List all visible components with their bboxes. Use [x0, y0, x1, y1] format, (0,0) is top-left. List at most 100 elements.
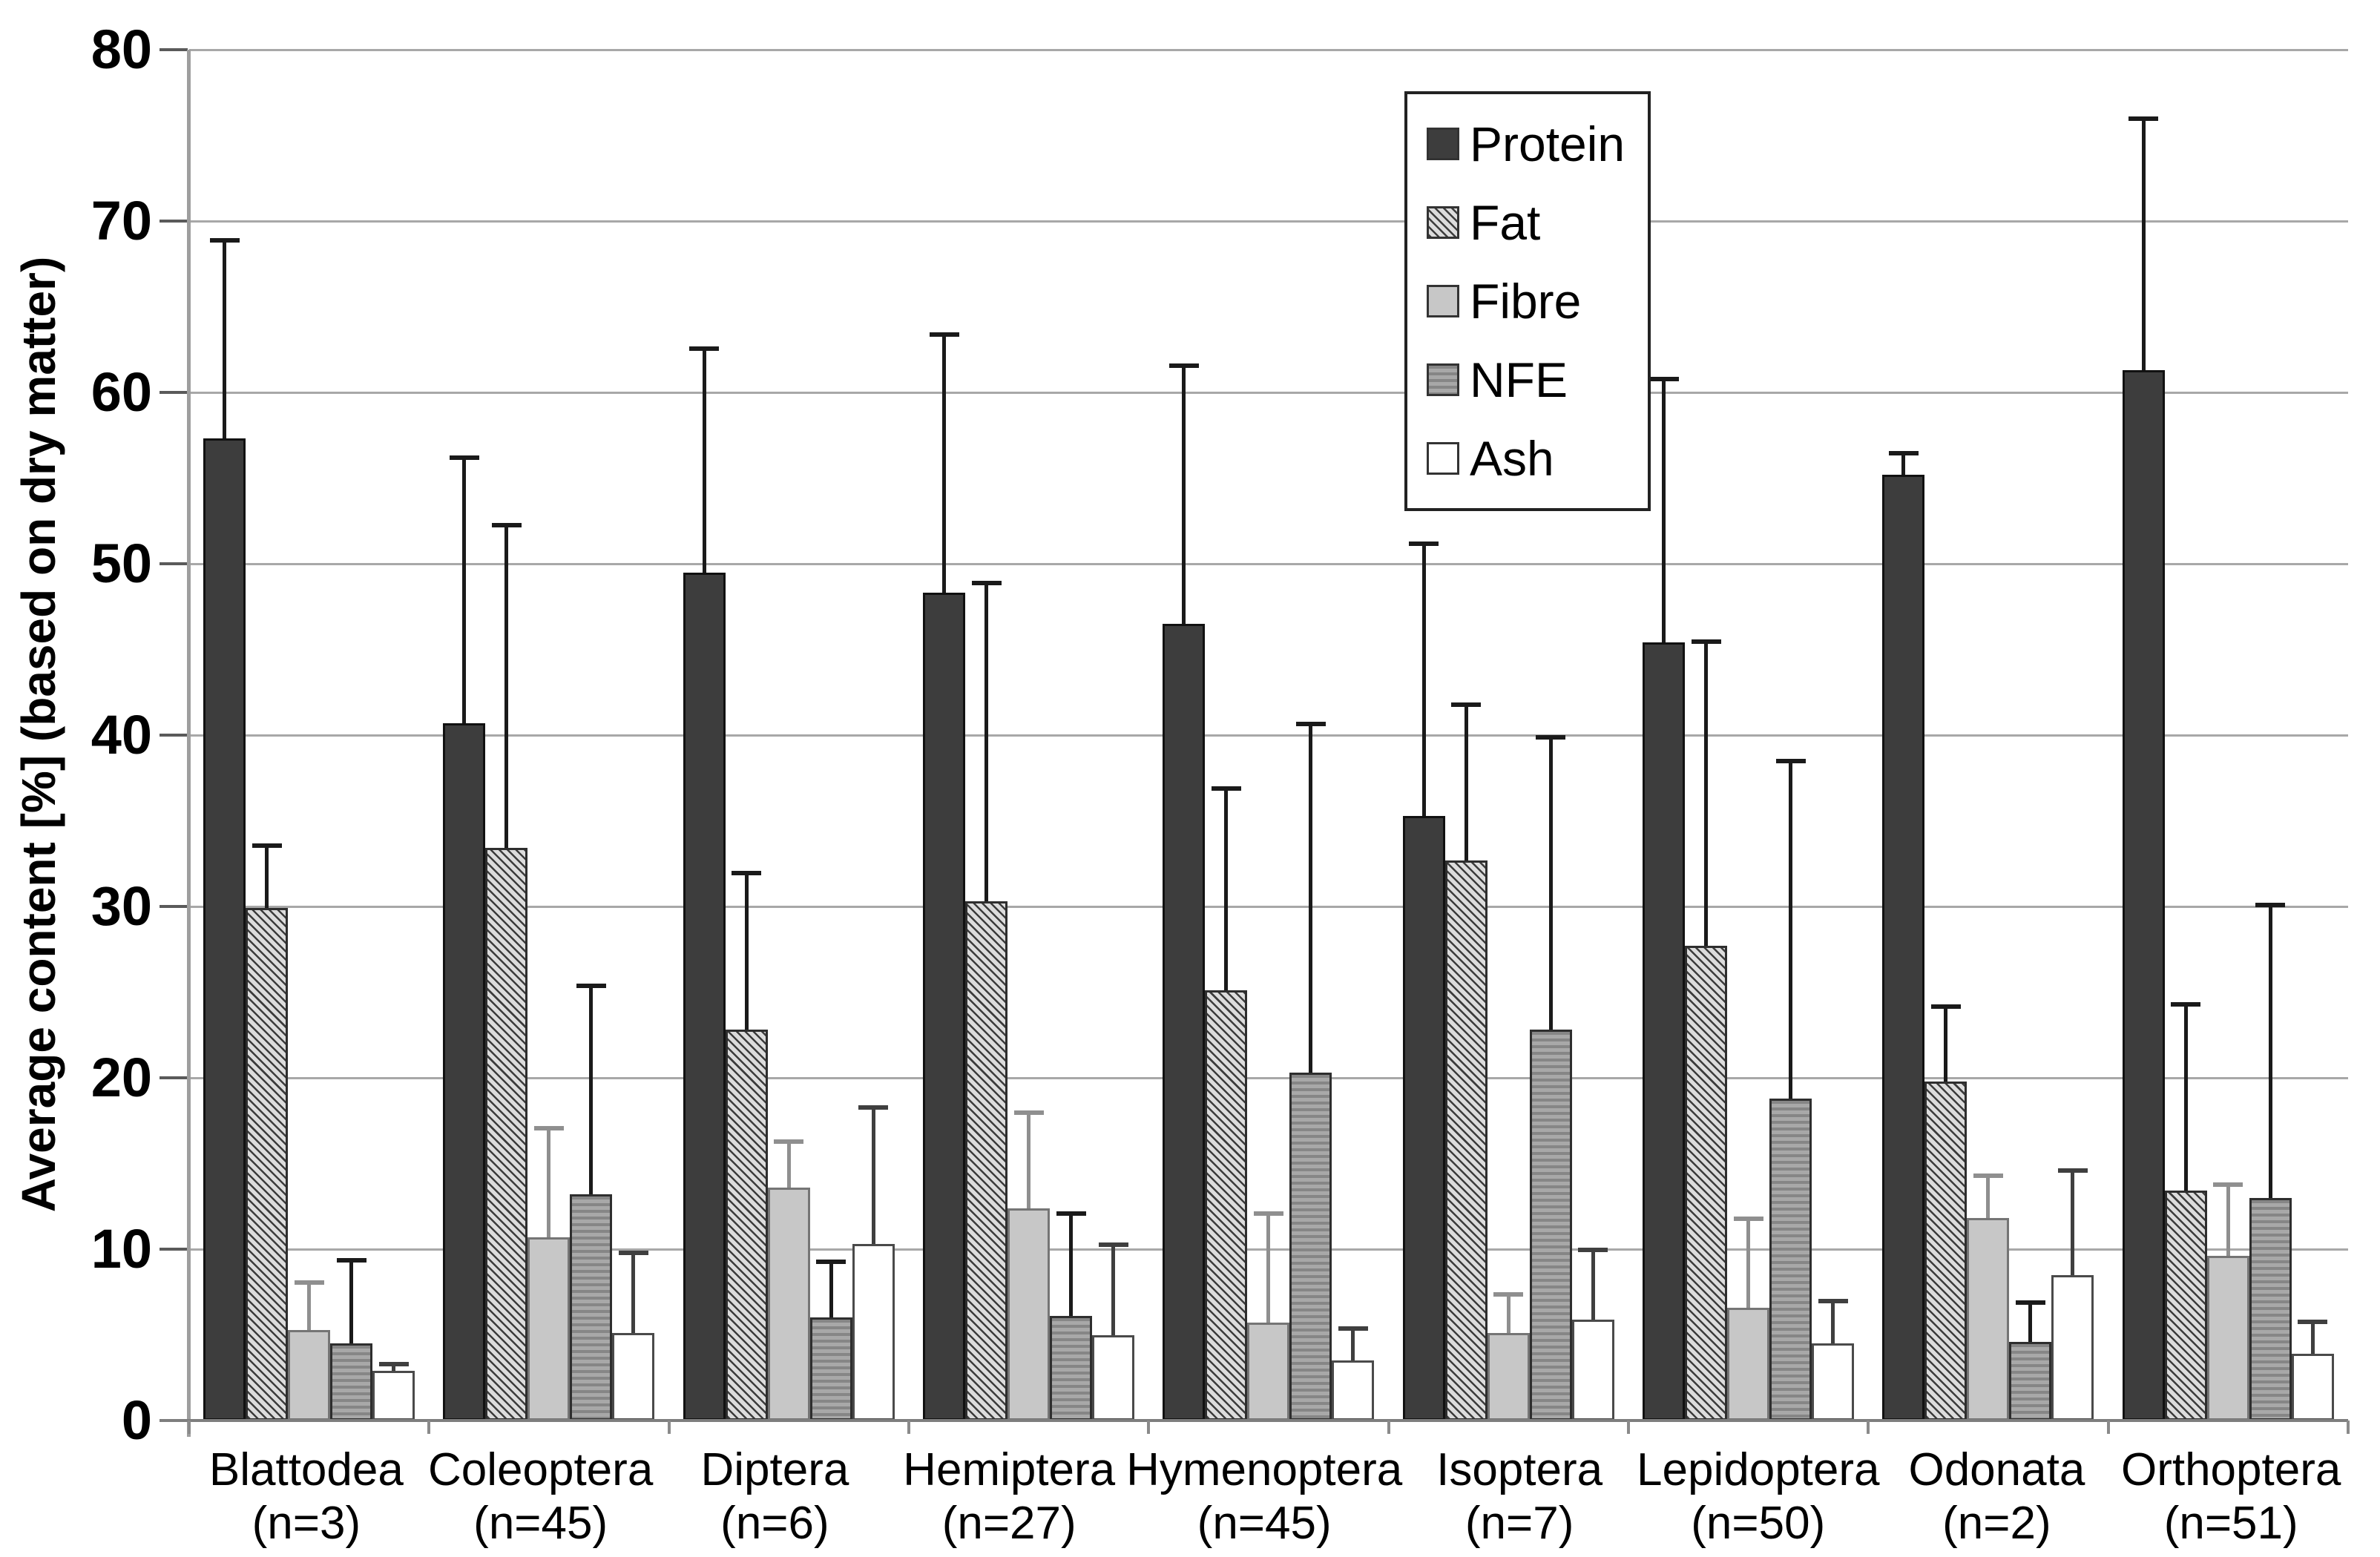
error-bar-stem: [942, 332, 947, 593]
bar-slot: [1769, 50, 1812, 1421]
error-bar-stem: [631, 1251, 636, 1334]
bar-slot: [1205, 50, 1248, 1421]
error-bar-stem: [2141, 116, 2146, 370]
error-bar-stem: [1351, 1326, 1355, 1361]
error-bar: [1403, 541, 1445, 816]
error-bar-cap: [971, 581, 1002, 586]
x-category-label: Coleoptera (n=45): [424, 1444, 658, 1550]
bar-slot: [2206, 50, 2249, 1421]
legend-label: Fibre: [1470, 274, 1582, 329]
error-bar-stem: [1464, 702, 1468, 860]
bar-group: [909, 50, 1148, 1421]
error-bar-cap: [1338, 1326, 1368, 1331]
error-bar: [2165, 1002, 2207, 1191]
x-tick-mark: [1627, 1421, 1630, 1434]
error-bar-stem: [2071, 1168, 2075, 1275]
error-bar: [965, 581, 1007, 902]
x-category-name: Isoptera: [1436, 1444, 1603, 1495]
error-bar: [726, 870, 768, 1030]
x-category-n: (n=27): [941, 1498, 1076, 1549]
error-bar-cap: [858, 1105, 889, 1110]
bar-fibre: [288, 1329, 331, 1421]
x-axis-line: [160, 1419, 2348, 1422]
y-tick-label: 20: [91, 1047, 152, 1108]
x-category-label: Blattodea (n=3): [189, 1444, 424, 1550]
y-tick-mark: [160, 1248, 188, 1251]
y-tick-label: 10: [91, 1218, 152, 1280]
error-bar-cap: [618, 1251, 648, 1256]
x-tick-mark: [2347, 1421, 2350, 1434]
bar-slot: [2249, 50, 2292, 1421]
bar-fat: [1685, 946, 1728, 1421]
x-category-label: Odonata (n=2): [1880, 1444, 2114, 1550]
error-bar-cap: [336, 1257, 366, 1263]
error-bar-cap: [2255, 903, 2286, 908]
legend-item-ash: Ash: [1427, 430, 1648, 487]
error-bar-cap: [1295, 721, 1326, 726]
error-bar: [1050, 1211, 1092, 1317]
bar-fat: [1444, 860, 1488, 1421]
bar-ash: [2291, 1353, 2334, 1421]
nfe-swatch-icon: [1427, 363, 1459, 396]
bar-slot: [809, 50, 852, 1421]
x-category-name: Blattodea: [208, 1444, 404, 1495]
error-bar-stem: [2268, 903, 2272, 1198]
error-bar: [1572, 1247, 1614, 1320]
bar-ash: [1571, 1319, 1614, 1421]
error-bar-cap: [1098, 1242, 1128, 1247]
error-bar-cap: [1888, 450, 1919, 455]
error-bar: [330, 1257, 372, 1344]
legend-item-protein: Protein: [1427, 116, 1648, 172]
bar-fibre: [1967, 1218, 2010, 1421]
bar-slot: [767, 50, 810, 1421]
error-bar: [1205, 786, 1247, 991]
error-bar-cap: [2015, 1300, 2045, 1306]
x-category-name: Lepidoptera: [1637, 1444, 1880, 1495]
bar-slot: [527, 50, 571, 1421]
bar-ash: [1092, 1334, 1135, 1421]
x-category-n: (n=45): [1197, 1498, 1332, 1549]
bar-slot: [1289, 50, 1332, 1421]
bar-nfe: [2249, 1197, 2292, 1421]
bar-slot: [1727, 50, 1770, 1421]
error-bar-stem: [307, 1280, 312, 1330]
bar-slot: [1444, 50, 1488, 1421]
bar-slot: [2051, 50, 2094, 1421]
bar-slot: [1163, 50, 1206, 1421]
error-bar-cap: [1930, 1004, 1961, 1009]
error-bar: [527, 1125, 570, 1237]
bar-ash: [852, 1244, 895, 1421]
error-bar: [1685, 639, 1727, 947]
error-bar: [2009, 1300, 2051, 1342]
bar-slot: [725, 50, 768, 1421]
x-category-label: Orthoptera (n=51): [2114, 1444, 2348, 1550]
bar-slot: [1247, 50, 1290, 1421]
error-bar-cap: [378, 1362, 409, 1367]
bar-slot: [852, 50, 895, 1421]
y-tick-mark: [160, 1076, 188, 1079]
bar-slot: [1924, 50, 1968, 1421]
error-bar: [1643, 377, 1685, 643]
error-bar-cap: [1451, 702, 1482, 708]
bar-nfe: [1769, 1098, 1812, 1421]
error-bar-stem: [1901, 450, 1906, 475]
error-bar-stem: [1027, 1110, 1031, 1208]
error-bar-cap: [1056, 1211, 1086, 1217]
error-bar-stem: [1789, 759, 1793, 1099]
bar-protein: [443, 722, 486, 1421]
error-bar-stem: [2310, 1319, 2315, 1354]
bar-slot: [443, 50, 486, 1421]
error-bar-cap: [1775, 759, 1806, 764]
bar-fibre: [527, 1237, 571, 1421]
x-category-n: (n=50): [1691, 1498, 1826, 1549]
error-bar-stem: [1421, 541, 1426, 816]
x-category-name: Odonata: [1908, 1444, 2085, 1495]
bar-slot: [2122, 50, 2165, 1421]
bar-slot: [203, 50, 246, 1421]
bar-slot: [612, 50, 655, 1421]
error-bar-cap: [1013, 1110, 1044, 1115]
bar-fibre: [1727, 1307, 1770, 1421]
bar-group: [669, 50, 909, 1421]
bar-slot: [683, 50, 726, 1421]
